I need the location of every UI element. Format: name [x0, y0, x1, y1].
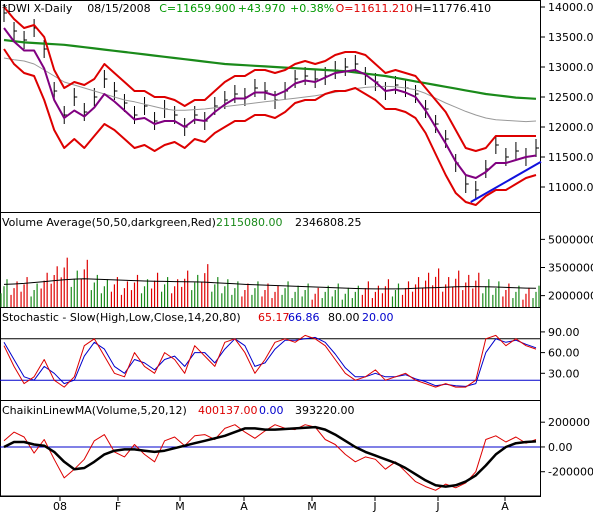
- header-high: H=11776.410: [414, 2, 491, 15]
- x-tick-label: F: [115, 500, 121, 513]
- y-tick-label: 12000.0: [548, 121, 593, 134]
- header-date: 08/15/2008: [87, 2, 150, 15]
- header-symbol: *DWI X-Daily: [2, 2, 73, 15]
- volume-average-line: [3, 278, 537, 290]
- bollinger-upper-line: [3, 6, 536, 152]
- volume-value-b: 2346808.25: [295, 216, 361, 229]
- y-tick-label: 11500.0: [548, 151, 593, 164]
- y-tick-label: 200000: [548, 416, 590, 429]
- y-tick-label: 90.00: [548, 326, 580, 339]
- y-tick-label: 3500000: [548, 262, 593, 275]
- stoch-k-value: 65.17: [258, 311, 290, 324]
- chaikin-ma-line: [3, 425, 537, 488]
- y-tick-label: 13500.0: [548, 31, 593, 44]
- volume-value-a: 2115080.00: [216, 216, 282, 229]
- ma-green-line: [3, 38, 537, 100]
- y-tick-label: 0.00: [548, 441, 573, 454]
- x-tick-label: M: [307, 500, 317, 513]
- x-tick-label: 08: [53, 500, 67, 513]
- chaikin-title: ChaikinLinewMA(Volume,5,20,12): [2, 404, 187, 417]
- chaikin-value-c: 393220.00: [295, 404, 355, 417]
- chaikin-line: [3, 424, 537, 491]
- y-tick-label: 11000.0: [548, 181, 593, 194]
- x-tick-label: J: [435, 500, 439, 513]
- chaikin-value-b: 0.00: [259, 404, 284, 417]
- y-tick-label: 2000000: [548, 290, 593, 303]
- x-tick-label: A: [501, 500, 509, 513]
- y-tick-label: 14000.0: [548, 1, 593, 14]
- y-tick-label: 13000.0: [548, 61, 593, 74]
- trendline: [470, 160, 542, 203]
- stoch-lower-value: 20.00: [362, 311, 394, 324]
- stoch-upper-value: 80.00: [328, 311, 360, 324]
- y-tick-label: 30.00: [548, 367, 580, 380]
- x-tick-label: J: [372, 500, 376, 513]
- x-tick-label: M: [175, 500, 185, 513]
- ma-gray-line: [3, 57, 537, 123]
- volume-title: Volume Average(50,50,darkgreen,Red): [2, 216, 216, 229]
- header-change: +43.970: [238, 2, 286, 15]
- header-close: C=11659.900: [159, 2, 235, 15]
- x-tick-label: A: [240, 500, 248, 513]
- stoch-title: Stochastic - Slow(High,Low,Close,14,20,8…: [2, 311, 241, 324]
- ma-purple-line: [3, 27, 537, 179]
- stoch-k-line: [3, 334, 537, 388]
- y-tick-label: -200000: [548, 466, 593, 479]
- header-change-pct: +0.38%: [290, 2, 334, 15]
- y-tick-label: 60.00: [548, 347, 580, 360]
- header-open: O=11611.210: [336, 2, 413, 15]
- y-tick-label: 12500.0: [548, 91, 593, 104]
- stoch-d-value: 66.86: [288, 311, 320, 324]
- chaikin-value-a: 400137.00: [198, 404, 258, 417]
- bollinger-lower-line: [3, 48, 537, 206]
- y-tick-label: 5000000: [548, 233, 593, 246]
